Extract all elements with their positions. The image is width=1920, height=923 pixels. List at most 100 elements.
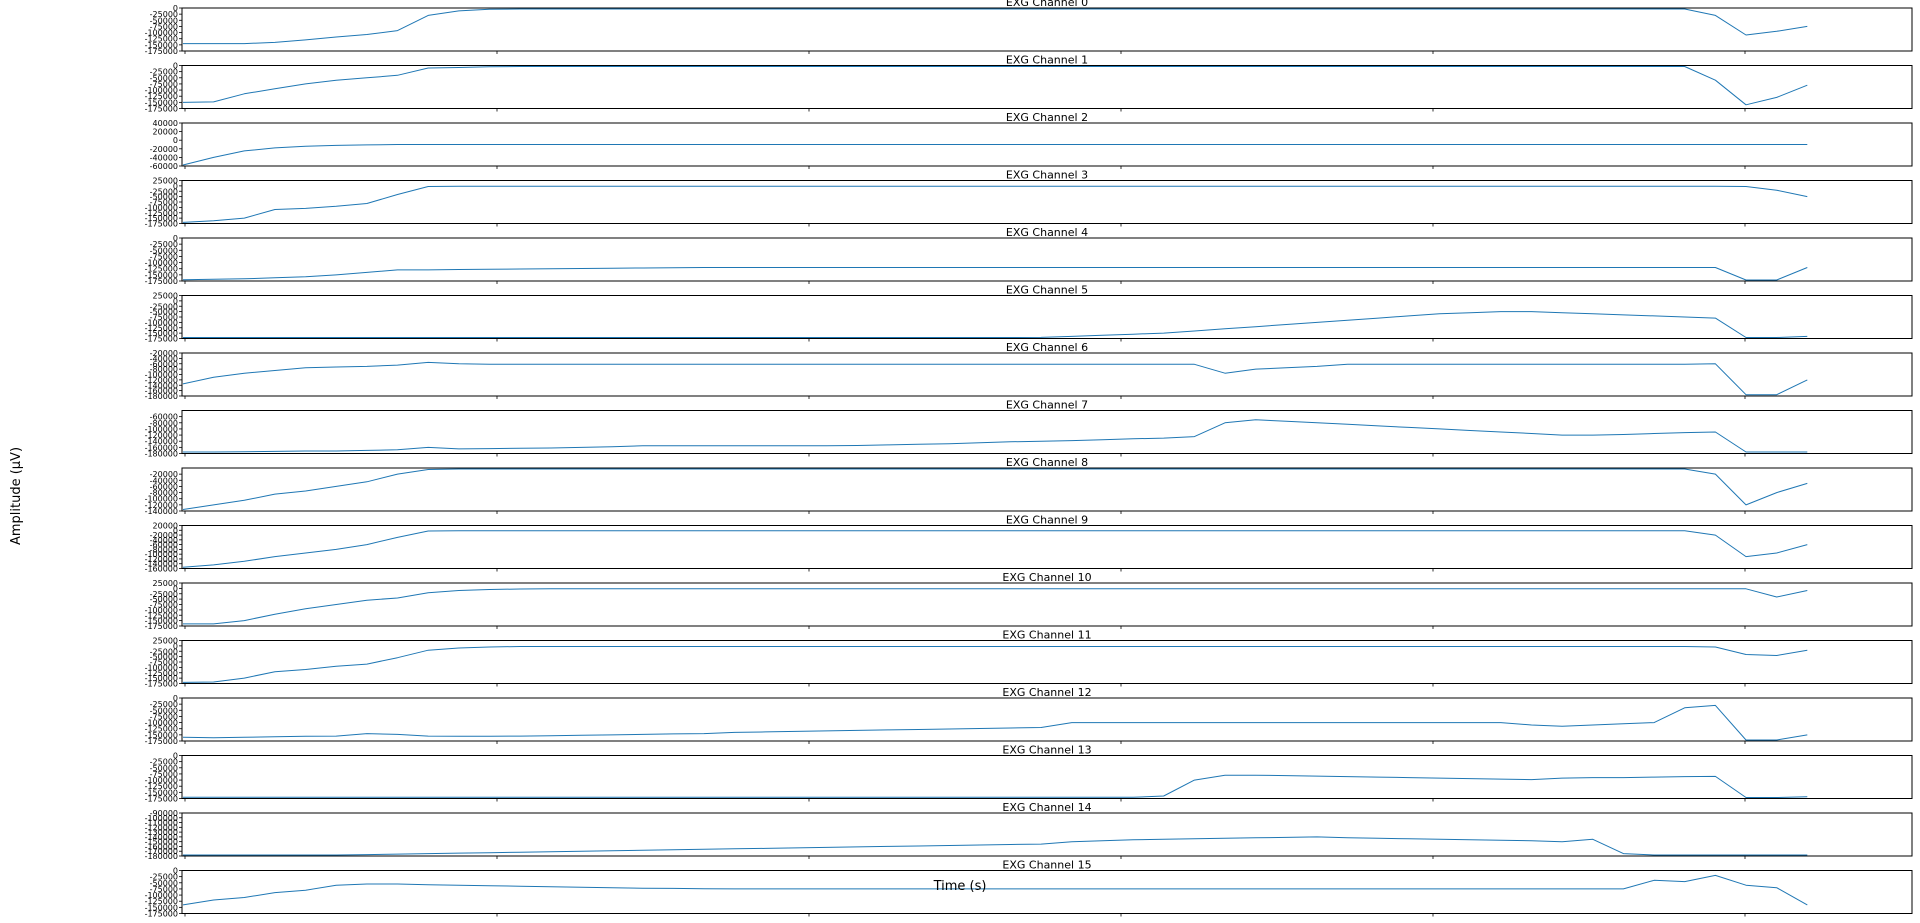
y-tick-label: -80000 <box>150 545 178 554</box>
y-tick-label: -50000 <box>150 193 178 202</box>
y-tick-label: -175000 <box>145 910 178 919</box>
y-tick-label: -25000 <box>150 187 178 196</box>
y-tick-label: -120000 <box>145 501 178 510</box>
channel-panel-13: EXG Channel 13 0-25000-50000-75000-100000… <box>145 744 1913 804</box>
panel-title: EXG Channel 1 <box>1006 54 1088 67</box>
y-tick-label: -125000 <box>145 897 178 906</box>
y-tick-label: -25000 <box>150 302 178 311</box>
y-tick-label: -80000 <box>150 489 178 498</box>
signal-line <box>183 311 1808 338</box>
y-tick-label: -60000 <box>150 482 178 491</box>
signal-line <box>182 185 1808 223</box>
signal-line <box>182 530 1808 568</box>
channel-panel-0: EXG Channel 00-25000-50000-75000-100000-… <box>145 0 1913 56</box>
panel-title: EXG Channel 3 <box>1006 169 1088 182</box>
y-tick-label: -100000 <box>145 719 178 728</box>
y-tick-label: 0 <box>173 136 178 145</box>
y-tick-label: -25000 <box>150 68 178 77</box>
signal-line <box>182 874 1808 906</box>
y-tick-label: 0 <box>173 584 178 593</box>
panel-frame <box>181 697 1913 742</box>
y-tick-label: -125000 <box>145 265 178 274</box>
y-tick-label: 0 <box>173 867 178 876</box>
y-tick-label: -175000 <box>145 220 178 229</box>
y-tick-label: -175000 <box>145 105 178 114</box>
y-tick-label: 25000 <box>153 292 178 301</box>
y-tick-label: -50000 <box>150 246 178 255</box>
panel-title: EXG Channel 9 <box>1006 514 1088 527</box>
y-tick-label: 0 <box>173 297 178 306</box>
y-tick-label: -175000 <box>145 795 178 804</box>
y-tick-label: -80000 <box>150 419 178 428</box>
y-tick-label: 0 <box>173 4 178 13</box>
panel-frame <box>181 812 1913 857</box>
y-tick-label: -160000 <box>145 443 178 452</box>
y-tick-label: -100000 <box>145 663 178 672</box>
y-tick-label: -75000 <box>150 885 178 894</box>
signal-line <box>182 646 1808 683</box>
y-tick-label: -90000 <box>150 809 178 818</box>
signal-line <box>183 588 1808 625</box>
panel-frame <box>181 237 1913 282</box>
y-tick-label: -75000 <box>150 712 178 721</box>
y-tick-label: 0 <box>173 526 178 535</box>
y-tick-label: -140000 <box>145 833 178 842</box>
signal-line <box>183 8 1808 45</box>
y-tick-label: -20000 <box>150 531 178 540</box>
y-tick-label: -150000 <box>145 788 178 797</box>
channel-panel-2: EXG Channel 2 40000200000-20000-40000-600… <box>150 111 1913 171</box>
channel-panel-4: EXG Channel 40-25000-50000-75000-100000-… <box>145 226 1913 286</box>
y-tick-label: -50000 <box>150 74 178 83</box>
y-tick-label: -140000 <box>145 507 178 516</box>
y-tick-label: -160000 <box>145 387 178 396</box>
y-tick-label: -125000 <box>145 782 178 791</box>
y-tick-label: -25000 <box>150 647 178 656</box>
panel-frame <box>181 122 1913 167</box>
signal-line <box>183 836 1808 856</box>
y-tick-label: -75000 <box>150 601 178 610</box>
y-tick-label: -150000 <box>145 271 178 280</box>
y-tick-label: -140000 <box>145 560 178 569</box>
y-tick-label: -25000 <box>150 700 178 709</box>
y-tick-label: -140000 <box>145 437 178 446</box>
y-tick-label: -150000 <box>145 674 178 683</box>
panel-title: EXG Channel 6 <box>1006 341 1088 354</box>
y-tick-label: -25000 <box>150 10 178 19</box>
panel-title: EXG Channel 0 <box>1006 0 1088 9</box>
y-tick-label: -125000 <box>145 669 178 678</box>
y-tick-label: -100000 <box>145 550 178 559</box>
y-tick-label: -160000 <box>145 565 178 574</box>
y-tick-label: -140000 <box>145 381 178 390</box>
y-tick-label: -150000 <box>145 41 178 50</box>
channel-panel-3: EXG Channel 3 250000-25000-50000-75000-10… <box>145 169 1913 229</box>
panel-frame <box>181 410 1913 454</box>
y-tick-label: -100000 <box>145 203 178 212</box>
y-tick-label: 25000 <box>153 177 178 186</box>
y-tick-label: -100000 <box>145 371 178 380</box>
y-tick-label: -120000 <box>145 555 178 564</box>
y-tick-label: -25000 <box>150 590 178 599</box>
y-tick-label: -50000 <box>150 308 178 317</box>
x-axis-label: Time (s) <box>933 879 987 894</box>
y-tick-label: -170000 <box>145 847 178 856</box>
y-tick-label: -100000 <box>145 425 178 434</box>
y-tick-label: -150000 <box>145 838 178 847</box>
y-tick-label: -50000 <box>150 879 178 888</box>
y-tick-label: 0 <box>173 752 178 761</box>
panel-title: EXG Channel 13 <box>1002 744 1091 757</box>
y-tick-label: -50000 <box>150 595 178 604</box>
y-tick-label: -40000 <box>150 354 178 363</box>
y-tick-label: -75000 <box>150 198 178 207</box>
signal-line <box>182 361 1808 396</box>
y-tick-label: -150000 <box>145 329 178 338</box>
y-tick-label: 0 <box>173 642 178 651</box>
y-tick-label: -80000 <box>150 365 178 374</box>
panel-title: EXG Channel 14 <box>1002 801 1091 814</box>
panel-frame <box>181 352 1913 397</box>
y-tick-label: 40000 <box>153 119 178 128</box>
panel-title: EXG Channel 7 <box>1006 399 1088 412</box>
y-tick-label: -125000 <box>145 209 178 218</box>
signal-line <box>183 419 1808 453</box>
panel-frame <box>181 525 1913 569</box>
